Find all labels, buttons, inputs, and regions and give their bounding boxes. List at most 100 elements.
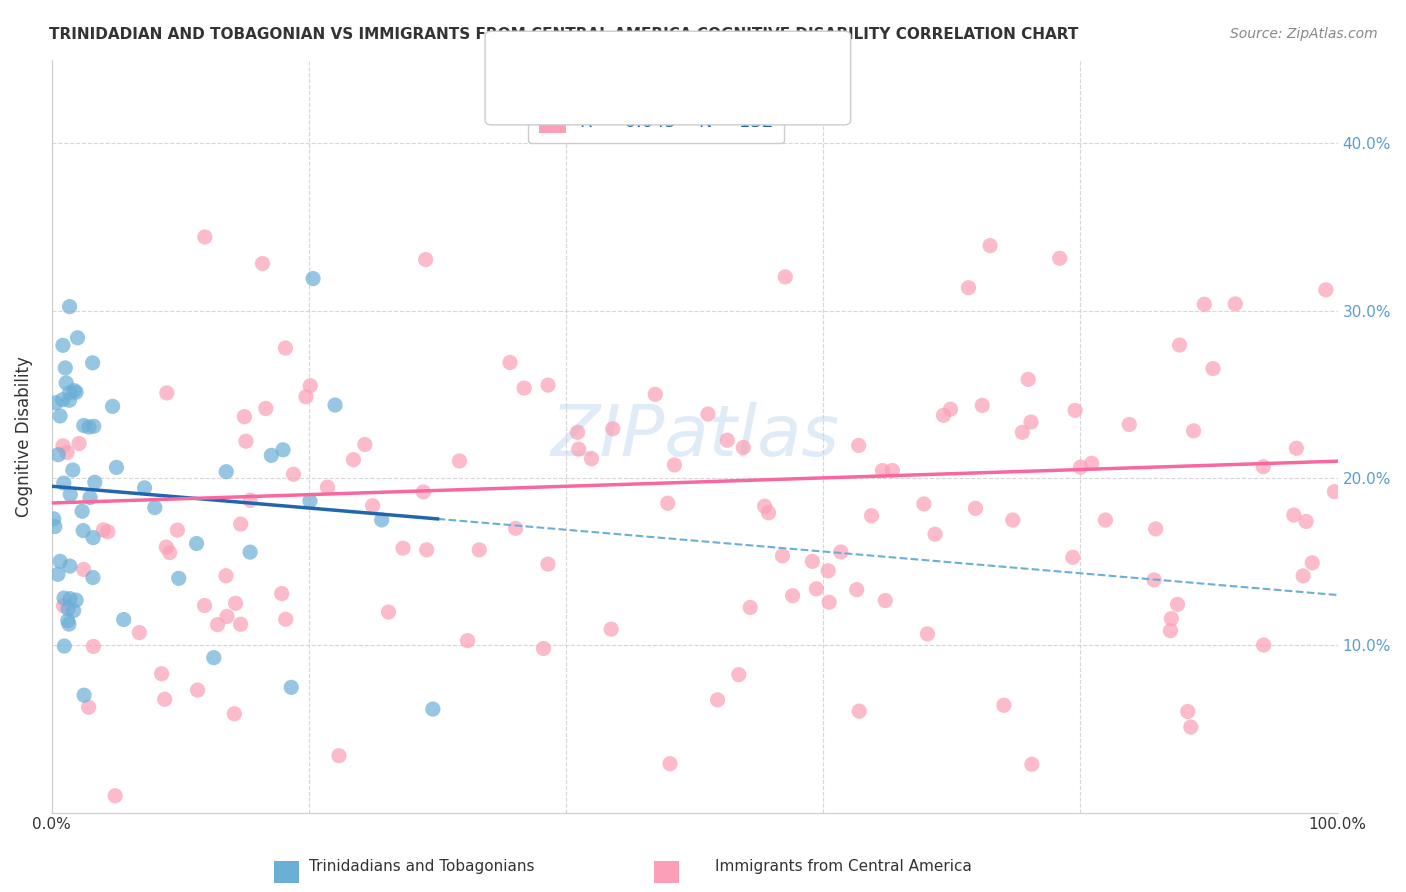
Point	[53, 639, 76, 653]
Point	[1064, 403, 1087, 417]
Point	[716, 434, 738, 448]
Point	[59, 591, 82, 606]
Point	[1017, 372, 1039, 386]
Point	[1019, 415, 1042, 429]
Point	[830, 545, 852, 559]
Point	[274, 612, 297, 626]
Point	[186, 536, 208, 550]
Point	[143, 500, 166, 515]
Point	[567, 425, 589, 440]
Point	[848, 438, 870, 452]
Point	[193, 599, 215, 613]
Text: TRINIDADIAN AND TOBAGONIAN VS IMMIGRANTS FROM CENTRAL AMERICA COGNITIVE DISABILI: TRINIDADIAN AND TOBAGONIAN VS IMMIGRANTS…	[49, 27, 1078, 42]
Point	[1168, 338, 1191, 352]
Point	[49, 554, 72, 568]
Y-axis label: Cognitive Disability: Cognitive Disability	[15, 356, 32, 516]
Point	[112, 613, 135, 627]
Point	[1253, 459, 1275, 474]
Point	[93, 523, 115, 537]
Point	[225, 596, 247, 610]
Point	[215, 465, 238, 479]
Point	[260, 448, 283, 462]
Point	[875, 593, 897, 607]
Point	[1118, 417, 1140, 432]
Point	[104, 789, 127, 803]
Point	[66, 331, 89, 345]
Point	[1177, 705, 1199, 719]
Point	[1049, 252, 1071, 266]
Point	[45, 395, 67, 409]
Point	[1144, 522, 1167, 536]
Point	[56, 614, 79, 628]
Point	[972, 398, 994, 412]
Point	[361, 499, 384, 513]
Point	[65, 385, 87, 400]
Point	[513, 381, 536, 395]
Point	[67, 436, 90, 450]
Point	[1282, 508, 1305, 522]
Point	[56, 445, 79, 459]
Point	[706, 693, 728, 707]
Point	[283, 467, 305, 482]
Text: Immigrants from Central America: Immigrants from Central America	[716, 859, 972, 874]
Point	[568, 442, 591, 457]
Point	[224, 706, 246, 721]
Point	[965, 501, 987, 516]
Point	[73, 418, 96, 433]
Point	[1301, 556, 1323, 570]
Point	[97, 524, 120, 539]
Point	[370, 513, 392, 527]
Point	[1253, 638, 1275, 652]
Point	[1225, 297, 1247, 311]
Point	[1021, 757, 1043, 772]
Point	[1323, 484, 1346, 499]
Point	[468, 542, 491, 557]
Point	[758, 506, 780, 520]
Point	[274, 341, 297, 355]
Point	[801, 554, 824, 568]
Point	[1194, 297, 1216, 311]
Point	[194, 230, 217, 244]
Point	[44, 519, 66, 533]
Point	[52, 392, 75, 407]
Point	[957, 281, 980, 295]
Point	[696, 407, 718, 421]
Point	[415, 542, 437, 557]
Point	[581, 451, 603, 466]
Point	[449, 454, 471, 468]
Point	[166, 523, 188, 537]
Point	[342, 452, 364, 467]
Point	[72, 524, 94, 538]
Point	[1011, 425, 1033, 440]
Point	[924, 527, 946, 541]
Point	[415, 252, 437, 267]
Point	[153, 692, 176, 706]
Point	[845, 582, 868, 597]
Point	[239, 493, 262, 508]
Point	[56, 602, 79, 616]
Point	[316, 480, 339, 494]
Point	[499, 355, 522, 369]
Point	[848, 704, 870, 718]
Point	[59, 487, 82, 501]
Point	[58, 393, 80, 408]
Point	[128, 625, 150, 640]
Point	[79, 491, 101, 505]
Point	[392, 541, 415, 556]
Point	[52, 338, 75, 352]
Point	[323, 398, 346, 412]
Point	[600, 622, 623, 636]
Point	[733, 441, 755, 455]
Point	[254, 401, 277, 416]
Point	[252, 256, 274, 270]
Point	[817, 564, 839, 578]
Point	[42, 512, 65, 526]
Point	[82, 571, 104, 585]
Point	[740, 600, 762, 615]
Point	[77, 420, 100, 434]
Point	[727, 667, 749, 681]
Text: Source: ZipAtlas.com: Source: ZipAtlas.com	[1230, 27, 1378, 41]
Point	[73, 562, 96, 576]
Point	[1292, 569, 1315, 583]
Point	[62, 463, 84, 477]
